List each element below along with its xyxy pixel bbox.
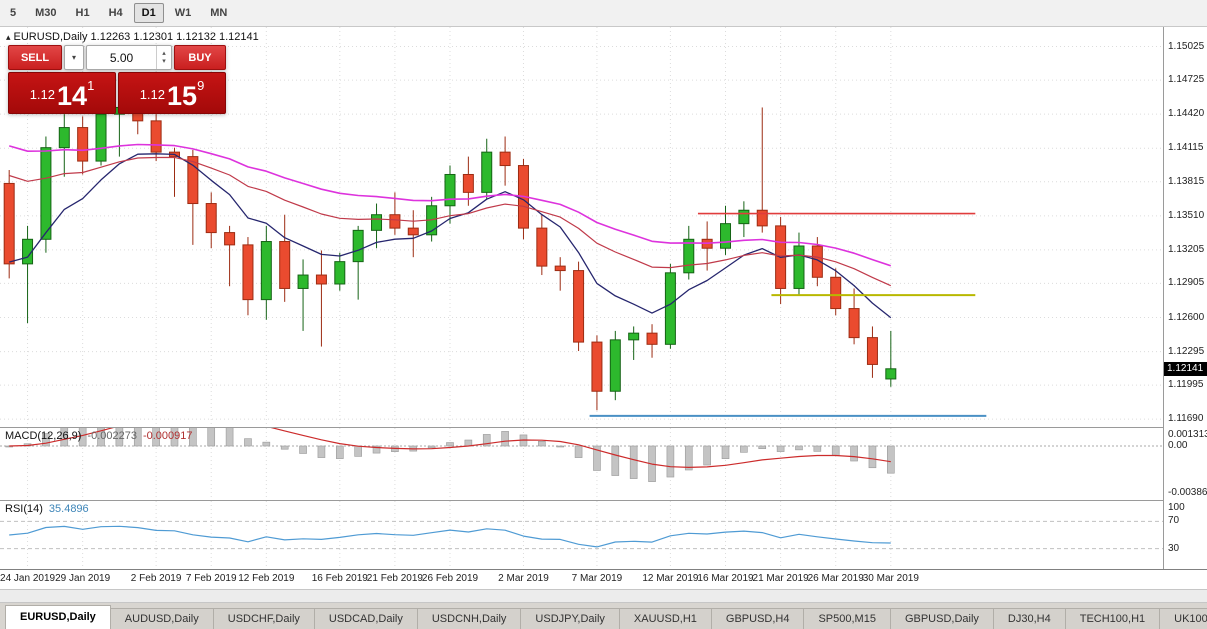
date-axis[interactable]: 24 Jan 2019 29 Jan 2019 2 Feb 2019 7 Feb 20… xyxy=(0,570,1207,589)
rsi-indicator-label: RSI(14) 35.4896 xyxy=(5,503,89,515)
price-axis[interactable]: 1.12141 1.15025 1.14725 1.14420 1.14115 1.13… xyxy=(1163,27,1207,569)
axis-label: 1.14115 xyxy=(1168,142,1204,154)
buy-quote-button[interactable]: 1.12 15 9 xyxy=(118,72,226,114)
symbol-tab-GBPUSD[interactable]: GBPUSD,Daily xyxy=(889,608,994,629)
axis-label: 0.00 xyxy=(1168,440,1188,451)
symbol-tab-TECH100[interactable]: TECH100,H1 xyxy=(1064,608,1161,629)
macd-value-1: -0.002273 xyxy=(87,430,137,442)
date-axis-label: 16 Feb 2019 xyxy=(311,573,368,584)
axis-label: 70 xyxy=(1168,515,1180,527)
timeframe-button-5[interactable]: 5 xyxy=(10,7,17,19)
axis-label: 0.001313 xyxy=(1168,429,1207,440)
timeframe-button-W1[interactable]: W1 xyxy=(174,7,192,19)
panel-separator[interactable] xyxy=(0,500,1207,501)
date-axis-label: 21 Mar 2019 xyxy=(752,573,809,584)
symbol-tabbar: EURUSD,Daily AUDUSD,Daily USDCHF,Daily USDC… xyxy=(0,603,1207,629)
axis-label: 1.12600 xyxy=(1168,311,1205,323)
axis-label: 1.13510 xyxy=(1168,209,1205,221)
symbol-tab-SP500[interactable]: SP500,M15 xyxy=(803,608,891,629)
date-axis-label: 12 Feb 2019 xyxy=(238,573,295,584)
symbol-tab-AUDUSD[interactable]: AUDUSD,Daily xyxy=(109,608,214,629)
timeframe-button-H1[interactable]: H1 xyxy=(75,7,90,19)
sell-price-big: 14 xyxy=(57,81,88,111)
date-axis-label: 26 Mar 2019 xyxy=(807,573,864,584)
rsi-canvas[interactable] xyxy=(0,501,1163,569)
macd-value-2: -0.000917 xyxy=(142,430,193,442)
symbol-tab-USDCNH[interactable]: USDCNH,Daily xyxy=(416,608,522,629)
axis-label: 1.12905 xyxy=(1168,277,1205,289)
date-axis-label: 26 Feb 2019 xyxy=(421,573,479,584)
sell-button[interactable]: SELL xyxy=(8,45,62,70)
buy-price-pip: 9 xyxy=(197,78,205,93)
timeframe-button-M30[interactable]: M30 xyxy=(35,7,57,19)
date-axis-label: 7 Mar 2019 xyxy=(571,573,623,584)
timeframe-toolbar: 5 M30 H1 H4 D1 W1 MN xyxy=(0,0,1207,27)
axis-label: 1.15025 xyxy=(1168,40,1205,52)
volume-value: 5.00 xyxy=(109,50,134,65)
symbol-tab-USDCHF[interactable]: USDCHF,Daily xyxy=(212,608,315,629)
timeframe-button-H4[interactable]: H4 xyxy=(108,7,123,19)
chart-header: ▴ EURUSD,Daily 1.12263 1.12301 1.12132 1.… xyxy=(6,31,259,43)
date-axis-label: 12 Mar 2019 xyxy=(642,573,699,584)
timeframe-button-MN[interactable]: MN xyxy=(210,7,228,19)
volume-stepper[interactable]: ▴ ▾ xyxy=(156,46,171,69)
one-click-trade-widget: SELL ▾ 5.00 ▴ ▾ BUY 1.12 14 1 1.12 15 9 xyxy=(8,45,226,114)
date-axis-label: 16 Mar 2019 xyxy=(697,573,754,584)
symbol-tab-XAUUSD[interactable]: XAUUSD,H1 xyxy=(618,608,712,629)
date-axis-label: 29 Jan 2019 xyxy=(55,573,111,584)
date-axis-label: 21 Feb 2019 xyxy=(366,573,423,584)
date-axis-label: 24 Jan 2019 xyxy=(0,573,56,584)
sell-price-pip: 1 xyxy=(87,78,95,93)
symbol-tab-GBPUSD[interactable]: GBPUSD,H4 xyxy=(710,608,805,629)
axis-label: 100 xyxy=(1168,502,1185,513)
axis-label: 1.14725 xyxy=(1168,74,1205,86)
symbol-tab-USDJPY[interactable]: USDJPY,Daily xyxy=(520,608,620,629)
macd-name: MACD(12,26,9) xyxy=(5,430,82,442)
symbol-tab-EURUSD[interactable]: EURUSD,Daily xyxy=(5,605,111,629)
symbol-tab-UK100[interactable]: UK100,H1 xyxy=(1159,608,1207,629)
rsi-name: RSI(14) xyxy=(5,503,43,515)
chart-window: ▴ EURUSD,Daily 1.12263 1.12301 1.12132 1.… xyxy=(0,27,1207,570)
volume-input[interactable]: 5.00 ▴ ▾ xyxy=(86,45,172,70)
buy-price-prefix: 1.12 xyxy=(139,87,166,102)
date-axis-label: 2 Feb 2019 xyxy=(130,573,182,584)
date-axis-label: 7 Feb 2019 xyxy=(185,573,237,584)
axis-label: 1.11995 xyxy=(1168,379,1204,391)
rsi-value: 35.4896 xyxy=(48,503,89,515)
axis-label: 1.13815 xyxy=(1168,175,1205,187)
spin-up-icon[interactable]: ▴ xyxy=(162,49,166,57)
axis-label: 1.13205 xyxy=(1168,243,1205,255)
macd-indicator-label: MACD(12,26,9) -0.002273 -0.000917 xyxy=(5,430,193,442)
date-axis-label: 30 Mar 2019 xyxy=(862,573,919,584)
date-axis-label: 2 Mar 2019 xyxy=(498,573,549,584)
macd-canvas[interactable] xyxy=(0,428,1163,500)
axis-label: 30 xyxy=(1168,542,1180,554)
buy-button[interactable]: BUY xyxy=(174,45,226,70)
chart-collapse-icon[interactable]: ▴ xyxy=(6,32,11,42)
current-price-label: 1.12141 xyxy=(1164,361,1207,376)
axis-label: 1.11690 xyxy=(1168,413,1204,425)
symbol-ohlc-text: EURUSD,Daily 1.12263 1.12301 1.12132 1.1… xyxy=(13,31,259,43)
sell-price-prefix: 1.12 xyxy=(29,87,56,102)
panel-separator[interactable] xyxy=(0,427,1207,428)
spin-down-icon[interactable]: ▾ xyxy=(162,57,166,65)
buy-price-big: 15 xyxy=(167,81,198,111)
axis-label: 1.12295 xyxy=(1168,345,1205,357)
order-options-dropdown[interactable]: ▾ xyxy=(64,45,84,70)
symbol-tab-USDCAD[interactable]: USDCAD,Daily xyxy=(313,608,418,629)
axis-label: 1.14420 xyxy=(1168,108,1205,120)
main-chart-canvas[interactable] xyxy=(0,27,1163,427)
chevron-down-icon: ▾ xyxy=(71,53,76,62)
symbol-tab-DJ30[interactable]: DJ30,H4 xyxy=(992,608,1066,629)
timeframe-button-D1[interactable]: D1 xyxy=(133,3,164,23)
sell-quote-button[interactable]: 1.12 14 1 xyxy=(8,72,116,114)
horizontal-scrollbar[interactable] xyxy=(0,589,1207,603)
axis-label: -0.003862 xyxy=(1168,487,1207,498)
